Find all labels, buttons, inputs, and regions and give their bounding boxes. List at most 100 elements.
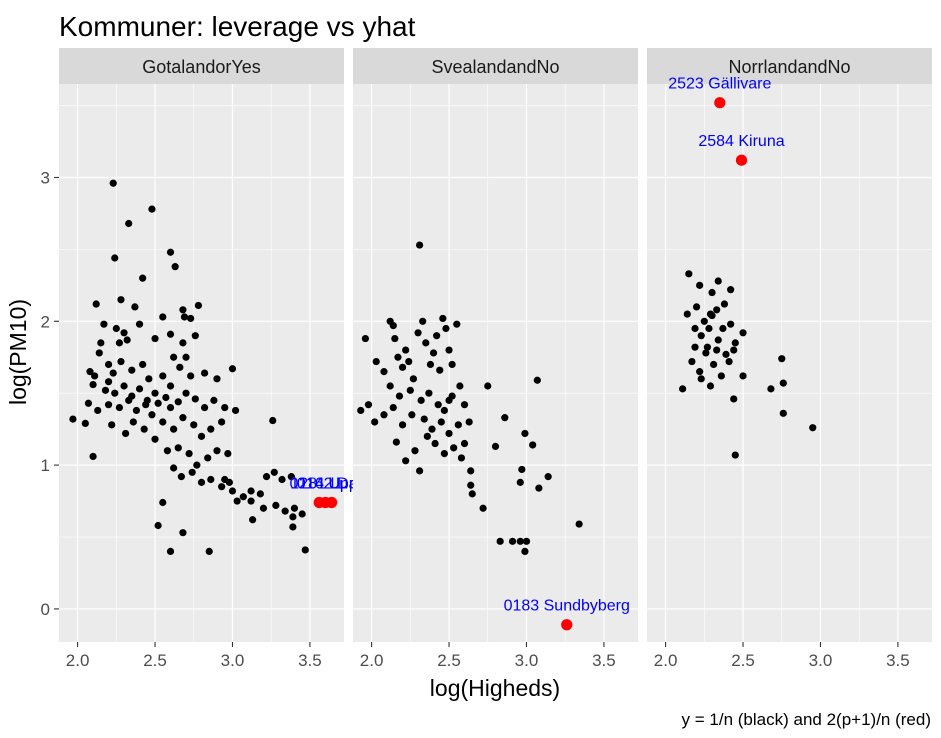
data-point [696,281,704,289]
data-point [697,332,705,340]
data-point [190,421,198,429]
data-point [411,447,419,455]
data-point [166,403,175,412]
data-point [139,360,147,369]
point-annotation: 0183 Sundbyberg [504,598,630,615]
high-leverage-point [561,619,573,631]
data-point [725,357,733,366]
data-point [289,523,297,531]
data-point [731,339,739,347]
data-point [135,320,144,328]
data-point [436,366,444,374]
data-point [731,451,739,459]
data-point [706,382,715,390]
data-point [445,429,453,438]
data-point [456,382,464,390]
data-point [210,396,218,404]
y-tick-label: 3 [41,168,50,187]
data-point [361,334,369,343]
x-tick-label: 2.5 [437,651,461,670]
data-point [125,396,133,404]
data-point [544,473,552,481]
high-leverage-point [714,97,726,109]
facet-panel-1: SvealandandNo 0183 Sundbyberg [353,48,638,642]
data-point [101,386,110,394]
x-tick-label: 2.5 [731,651,755,670]
data-point [484,382,492,390]
data-point [111,254,119,262]
data-point [224,450,232,458]
data-point [457,454,466,462]
panel-background [59,84,344,642]
data-point [703,343,712,351]
data-point [185,450,193,458]
data-point [163,447,172,455]
data-point [440,406,448,415]
data-point [81,419,89,428]
data-point [364,401,373,409]
data-point [166,330,175,338]
data-point [708,288,716,297]
data-point [389,403,397,412]
data-point [69,415,77,423]
data-point [109,369,117,377]
data-point [437,418,445,426]
data-point [115,339,124,347]
high-leverage-point [735,154,748,166]
data-point [145,375,153,383]
data-point [117,296,125,304]
data-point [357,406,365,415]
data-point [174,398,182,406]
data-point [535,484,543,492]
data-point [727,286,735,294]
data-point [180,313,189,321]
data-point [409,375,418,383]
data-point [719,324,727,333]
data-point [423,432,431,440]
data-point [112,324,120,333]
data-point [717,372,725,380]
data-point [166,382,175,390]
data-point [86,368,94,376]
data-point [179,339,187,347]
data-point [179,306,187,314]
data-point [692,303,701,311]
data-point [479,504,487,512]
data-point [467,481,475,489]
data-point [521,429,529,438]
data-point [120,382,128,390]
data-point [239,493,247,501]
data-point [467,467,475,475]
data-point [197,478,206,486]
data-point [104,401,113,409]
data-point [148,205,156,213]
data-point [389,322,397,330]
data-point [92,300,100,308]
data-point [575,520,583,528]
data-point [429,349,438,357]
data-point [166,248,175,256]
data-point [713,306,721,314]
data-point [516,478,524,486]
x-tick-label: 2.0 [360,651,384,670]
data-point [714,277,722,285]
data-point [272,501,280,509]
data-point [691,324,699,333]
data-point [191,332,199,340]
facet-strip-label: SvealandandNo [431,57,559,77]
data-point [522,537,531,545]
data-point [767,385,775,393]
data-point [95,349,103,357]
data-point [269,416,277,425]
data-point [259,504,268,512]
data-point [188,468,196,476]
data-point [685,270,693,278]
x-axis-title: log(Higheds) [430,675,560,701]
data-point [713,346,721,354]
data-point [91,372,99,380]
data-point [700,317,708,325]
